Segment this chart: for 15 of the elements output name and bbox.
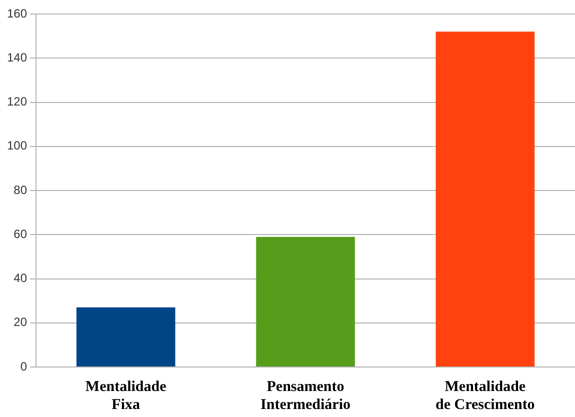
y-tick-label: 100 [6, 138, 28, 153]
x-tick-label: Pensamento Intermediário [260, 378, 351, 413]
y-tick-label: 0 [20, 359, 28, 374]
y-tick-label: 140 [6, 50, 28, 64]
bar [436, 32, 535, 366]
y-tick-label: 160 [6, 6, 28, 20]
y-tick-label: 60 [14, 226, 28, 241]
bar [256, 236, 355, 366]
x-tick-label: Mentalidade Fixa [85, 378, 167, 413]
y-tick-label: 40 [14, 271, 28, 286]
x-tick-label: Mentalidade de Crescimento [436, 378, 535, 413]
y-tick-label: 80 [14, 182, 28, 197]
y-tick-label: 120 [6, 94, 28, 109]
y-tick-label: 20 [14, 315, 28, 330]
bar [76, 307, 176, 366]
